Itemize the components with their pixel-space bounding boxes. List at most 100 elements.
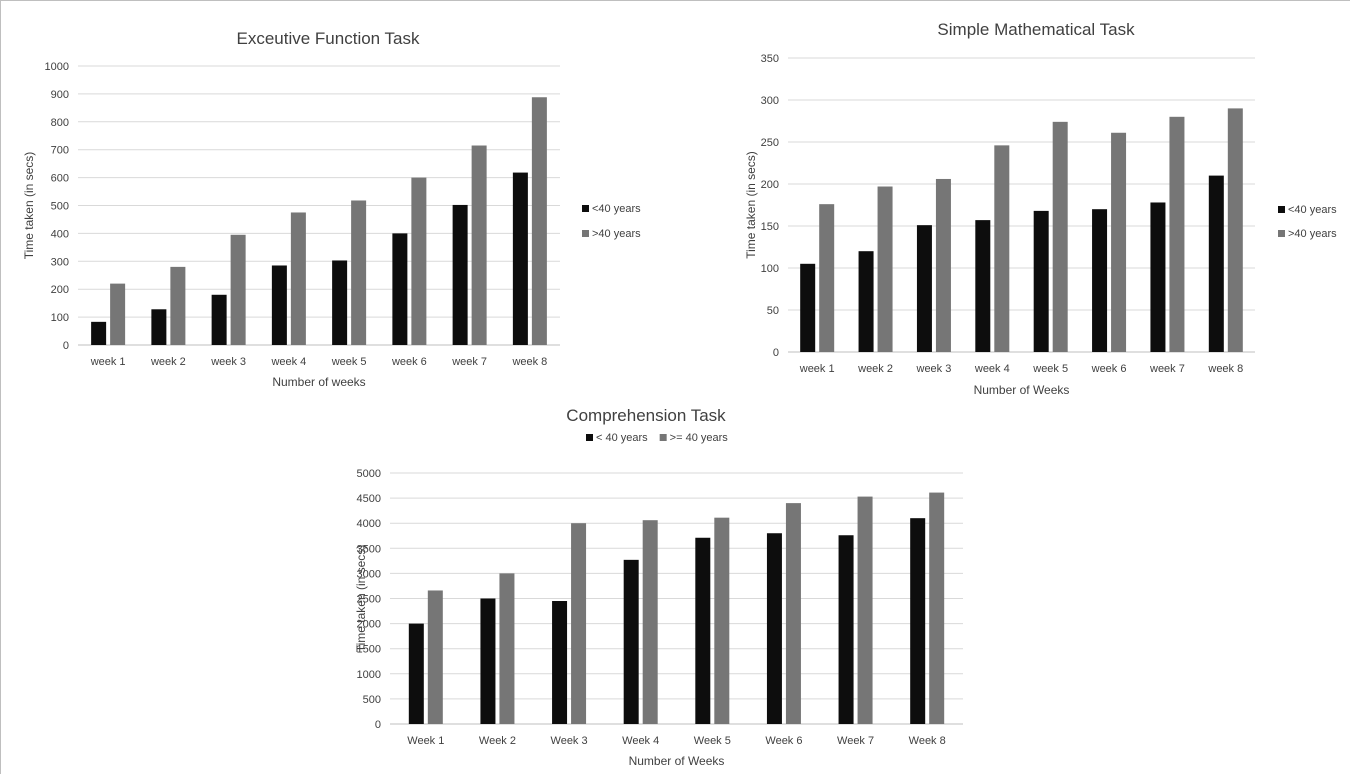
bar-younger-3 bbox=[916, 225, 932, 352]
y-tick-label: 4500 bbox=[357, 493, 381, 505]
bar-older-5 bbox=[714, 517, 730, 724]
bar-younger-2 bbox=[480, 598, 496, 724]
bar-older-2 bbox=[170, 266, 186, 345]
legend: <40 years >40 years bbox=[582, 203, 641, 240]
x-tick-label: week 7 bbox=[451, 356, 487, 368]
bar-older-3 bbox=[935, 178, 951, 352]
x-tick-label: week 4 bbox=[270, 356, 306, 368]
bar-older-4 bbox=[290, 212, 306, 345]
legend: <40 years >40 years bbox=[1278, 204, 1337, 240]
bar-younger-3 bbox=[211, 294, 227, 345]
y-tick-label: 600 bbox=[51, 173, 69, 185]
x-tick-label: Week 2 bbox=[479, 735, 516, 747]
bar-younger-2 bbox=[858, 251, 874, 352]
bar-older-2 bbox=[877, 186, 893, 352]
executive-chart: 0 100 200 300 400 500 600 700 800 900 1000 week 1 we… bbox=[22, 29, 641, 389]
math-chart: 0 50 100 150 200 250 300 350 week 1 week 2 week 3 w… bbox=[744, 20, 1337, 397]
y-tick-label: 150 bbox=[761, 221, 779, 233]
bar-younger-4 bbox=[623, 559, 639, 724]
y-tick-label: 200 bbox=[51, 284, 69, 296]
y-axis-title: Time taken (in secs) bbox=[354, 545, 368, 653]
y-tick-label: 900 bbox=[51, 89, 69, 101]
y-tick-label: 400 bbox=[51, 228, 69, 240]
bar-older-8 bbox=[929, 492, 945, 724]
y-tick-label: 800 bbox=[51, 117, 69, 129]
y-tick-label: 2500 bbox=[357, 594, 381, 606]
x-tick-label: week 5 bbox=[331, 356, 367, 368]
bar-older-3 bbox=[230, 234, 246, 345]
bar-older-4 bbox=[994, 145, 1010, 352]
x-tick-label: week 2 bbox=[857, 363, 893, 375]
x-tick-label: Week 6 bbox=[765, 735, 802, 747]
x-tick-label: week 6 bbox=[1091, 363, 1127, 375]
y-tick-label: 500 bbox=[51, 201, 69, 213]
legend-swatch bbox=[586, 434, 593, 441]
bar-younger-7 bbox=[452, 204, 468, 345]
x-tick-label: week 8 bbox=[511, 356, 547, 368]
bar-older-1 bbox=[427, 590, 443, 724]
bar-younger-4 bbox=[975, 220, 991, 352]
x-axis-title: Number of Weeks bbox=[629, 754, 725, 768]
x-axis-title: Number of weeks bbox=[272, 375, 365, 389]
legend-label: >= 40 years bbox=[670, 432, 729, 444]
bar-younger-5 bbox=[695, 537, 711, 724]
x-tick-label: Week 5 bbox=[694, 735, 731, 747]
y-tick-label: 1500 bbox=[357, 644, 381, 656]
bar-younger-5 bbox=[1033, 210, 1049, 352]
bar-younger-4 bbox=[271, 265, 287, 345]
y-tick-label: 700 bbox=[51, 145, 69, 157]
y-tick-label: 0 bbox=[375, 719, 381, 731]
bar-older-4 bbox=[642, 520, 658, 724]
bar-younger-1 bbox=[408, 623, 424, 724]
y-tick-label: 300 bbox=[51, 256, 69, 268]
bar-older-8 bbox=[531, 97, 547, 345]
chart-title: Simple Mathematical Task bbox=[937, 20, 1135, 39]
bar-older-1 bbox=[110, 283, 126, 345]
x-tick-label: Week 7 bbox=[837, 735, 874, 747]
y-axis-title: Time taken (in secs) bbox=[744, 151, 758, 259]
x-tick-label: Week 3 bbox=[551, 735, 588, 747]
x-tick-label: week 3 bbox=[916, 363, 952, 375]
y-tick-label: 3500 bbox=[357, 543, 381, 555]
y-tick-label: 50 bbox=[767, 305, 779, 317]
legend-label: < 40 years bbox=[596, 432, 648, 444]
x-tick-label: week 1 bbox=[799, 363, 835, 375]
bar-older-7 bbox=[1169, 116, 1185, 352]
bar-younger-1 bbox=[91, 321, 107, 345]
x-tick-label: Week 1 bbox=[407, 735, 444, 747]
y-tick-label: 4000 bbox=[357, 518, 381, 530]
comprehension-chart: 0 500 1000 1500 2000 2500 3000 3500 4000 4500 5000… bbox=[354, 406, 963, 768]
bar-younger-3 bbox=[552, 601, 568, 724]
y-tick-label: 3000 bbox=[357, 568, 381, 580]
x-tick-label: week 1 bbox=[90, 356, 126, 368]
x-tick-label: Week 8 bbox=[909, 735, 946, 747]
legend-label: <40 years bbox=[1288, 204, 1337, 216]
x-tick-label: week 5 bbox=[1032, 363, 1068, 375]
x-tick-label: week 2 bbox=[150, 356, 186, 368]
bar-younger-8 bbox=[910, 518, 926, 724]
bar-older-5 bbox=[351, 200, 367, 345]
y-tick-label: 100 bbox=[51, 312, 69, 324]
bar-younger-6 bbox=[766, 533, 782, 724]
bar-younger-1 bbox=[800, 263, 816, 352]
x-tick-label: week 7 bbox=[1149, 363, 1185, 375]
x-tick-label: Week 4 bbox=[622, 735, 659, 747]
y-tick-label: 250 bbox=[761, 137, 779, 149]
y-tick-label: 350 bbox=[761, 53, 779, 65]
bar-younger-5 bbox=[332, 260, 348, 345]
bar-younger-6 bbox=[1092, 209, 1108, 352]
bar-older-8 bbox=[1227, 108, 1243, 353]
chart-title: Comprehension Task bbox=[566, 406, 726, 425]
y-tick-label: 0 bbox=[63, 340, 69, 352]
y-tick-label: 1000 bbox=[45, 61, 69, 73]
legend-swatch bbox=[1278, 230, 1285, 237]
bar-younger-6 bbox=[392, 233, 408, 345]
legend-label: <40 years bbox=[592, 203, 641, 215]
bar-older-5 bbox=[1052, 121, 1068, 352]
bar-older-7 bbox=[471, 145, 487, 345]
x-tick-label: week 6 bbox=[391, 356, 427, 368]
legend-label: >40 years bbox=[592, 228, 641, 240]
y-tick-label: 300 bbox=[761, 95, 779, 107]
